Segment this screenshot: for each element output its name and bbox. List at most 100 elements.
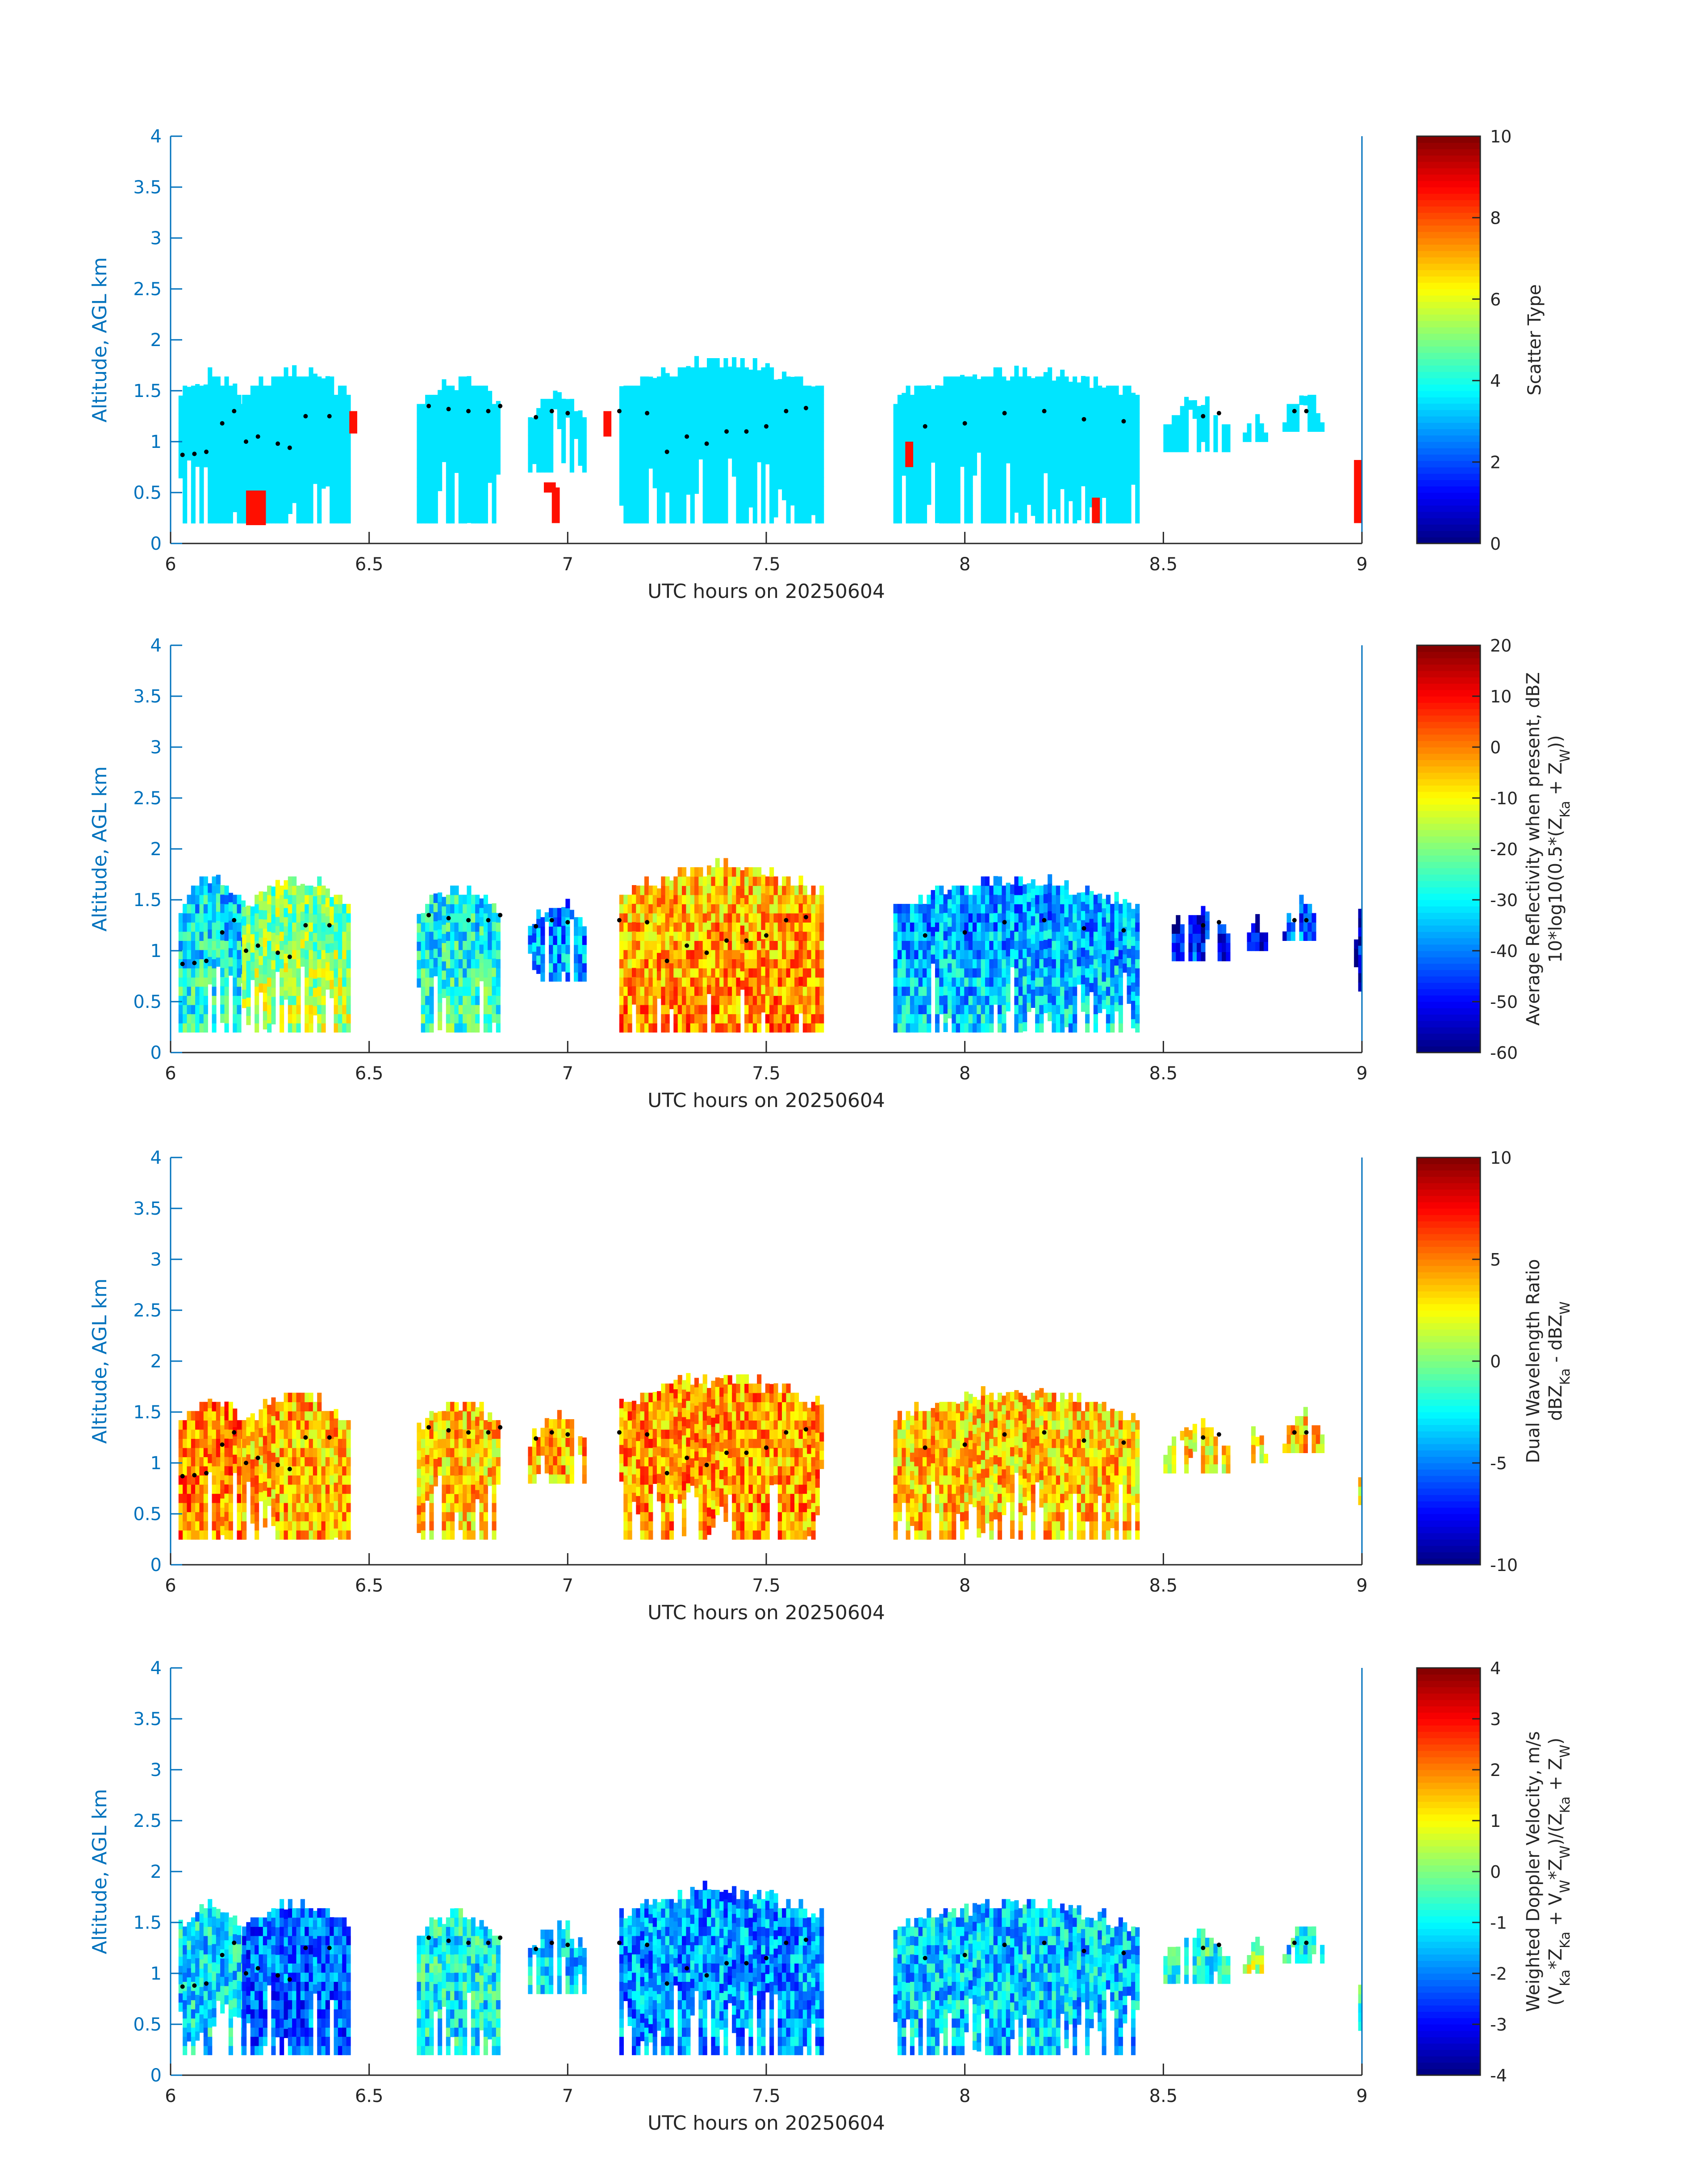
heatmap-cell: [989, 931, 994, 941]
heatmap-cell: [321, 424, 326, 434]
heatmap-cell: [644, 977, 649, 987]
heatmap-cell: [492, 949, 497, 959]
heatmap-cell: [479, 514, 484, 524]
heatmap-cell: [815, 477, 820, 487]
heatmap-cell: [228, 413, 233, 423]
heatmap-cell: [305, 904, 309, 914]
heatmap-cell: [960, 1004, 965, 1015]
heatmap-cell: [765, 949, 770, 959]
heatmap-cell: [644, 459, 649, 469]
heatmap-cell: [334, 995, 338, 1005]
heatmap-cell: [442, 425, 447, 435]
heatmap-cell: [1123, 468, 1128, 478]
heatmap-cell: [1201, 405, 1206, 415]
heatmap-cell: [707, 505, 712, 514]
heatmap-cell: [1048, 367, 1052, 377]
heatmap-cell: [540, 408, 545, 418]
heatmap-cell: [798, 958, 803, 968]
heatmap-cell: [296, 949, 301, 959]
heatmap-cell: [288, 449, 292, 459]
heatmap-cell: [673, 1014, 678, 1024]
heatmap-cell: [313, 905, 317, 915]
heatmap-cell: [964, 894, 969, 904]
heatmap-cell: [275, 889, 280, 899]
heatmap-cell: [300, 957, 305, 967]
heatmap-cell: [271, 951, 276, 961]
heatmap-cell: [496, 968, 501, 978]
heatmap-cell: [313, 438, 317, 447]
heatmap-cell: [719, 949, 724, 959]
heatmap-cell: [977, 922, 981, 932]
heatmap-cell: [259, 395, 263, 405]
heatmap-cell: [454, 418, 459, 427]
heatmap-cell: [317, 959, 322, 969]
heatmap-cell: [1110, 431, 1115, 441]
heatmap-cell: [977, 406, 981, 416]
heatmap-cell: [292, 913, 297, 923]
heatmap-cell: [1056, 459, 1061, 469]
heatmap-cell: [300, 939, 305, 949]
heatmap-cell: [782, 886, 787, 895]
heatmap-cell: [305, 514, 309, 524]
heatmap-cell: [178, 405, 183, 414]
heatmap-cell: [557, 972, 562, 982]
colorbar-segment: [1417, 499, 1480, 506]
heatmap-cell: [292, 420, 297, 430]
heatmap-cell: [228, 450, 233, 460]
heatmap-cell: [540, 963, 545, 973]
heatmap-cell: [224, 931, 229, 941]
heatmap-cell: [208, 505, 213, 514]
heatmap-cell: [715, 986, 720, 996]
heatmap-cell: [682, 505, 687, 514]
heatmap-cell: [321, 387, 326, 397]
heatmap-cell: [275, 450, 280, 460]
heatmap-cell: [943, 413, 948, 423]
heatmap-cell: [1127, 413, 1132, 423]
heatmap-cell: [648, 385, 653, 396]
heatmap-cell: [1018, 413, 1023, 423]
heatmap-cell: [1002, 477, 1006, 487]
heatmap-cell: [952, 514, 956, 524]
heatmap-cell: [769, 1023, 774, 1033]
heatmap-cell: [255, 385, 259, 395]
heatmap-cell: [769, 395, 774, 405]
heatmap-cell: [960, 402, 965, 412]
heatmap-cell: [488, 995, 493, 1005]
heatmap-cell: [927, 495, 931, 505]
heatmap-cell: [288, 422, 292, 432]
heatmap-cell: [665, 483, 670, 493]
heatmap-cell: [338, 477, 342, 487]
heatmap-cell: [690, 404, 695, 414]
heatmap-cell: [313, 401, 317, 411]
heatmap-cell: [467, 468, 472, 477]
heatmap-cell: [549, 399, 554, 409]
heatmap-cell: [259, 440, 263, 450]
heatmap-cell: [549, 454, 554, 464]
heatmap-cell: [702, 367, 707, 377]
heatmap-cell: [765, 904, 770, 914]
heatmap-cell: [1184, 424, 1189, 434]
heatmap-cell: [191, 949, 196, 959]
heatmap-cell: [782, 904, 787, 914]
heatmap-cell: [242, 468, 247, 478]
heatmap-cell: [719, 486, 724, 496]
colorbar-segment: [1417, 346, 1480, 353]
heatmap-cell: [346, 431, 351, 441]
heatmap-cell: [208, 929, 213, 939]
heatmap-cell: [732, 357, 737, 367]
heatmap-cell: [1018, 505, 1023, 514]
heatmap-cell: [492, 459, 497, 469]
heatmap-cell: [1052, 399, 1057, 409]
heatmap-cell: [429, 1023, 434, 1033]
heatmap-cell: [292, 1023, 297, 1033]
heatmap-cell: [623, 904, 628, 914]
heatmap-cell: [798, 903, 803, 913]
heatmap-cell: [798, 921, 803, 931]
heatmap-cell: [960, 393, 965, 403]
heatmap-cell: [640, 968, 645, 978]
heatmap-cell: [998, 968, 1002, 978]
heatmap-cell: [425, 904, 430, 914]
heatmap-cell: [669, 376, 674, 386]
heatmap-cell: [1060, 415, 1065, 425]
heatmap-cell: [263, 910, 267, 920]
